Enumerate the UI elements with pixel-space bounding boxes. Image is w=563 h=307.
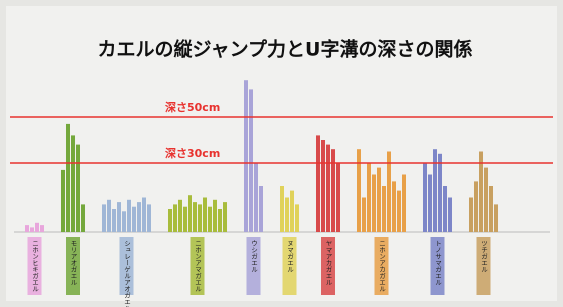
bar (30, 227, 34, 232)
bar (102, 204, 106, 232)
legend-label: ニホンアカガエル (378, 240, 386, 292)
bar (76, 145, 80, 232)
bar (178, 200, 182, 232)
bar (259, 186, 263, 232)
bar (71, 135, 75, 232)
reference-label: 深さ30cm (165, 146, 220, 160)
bar (168, 209, 172, 232)
bar (147, 204, 151, 232)
bar (66, 124, 70, 232)
bar (290, 191, 294, 232)
bar (428, 175, 432, 233)
legend-label: ヌマガエル (286, 240, 294, 273)
legend-label: ウシガエル (250, 240, 258, 273)
bar (280, 186, 284, 232)
legend-label: トノサマガエル (434, 240, 442, 286)
bar (448, 198, 452, 233)
bar (372, 175, 376, 233)
bar (316, 135, 320, 232)
bar (244, 80, 248, 232)
bar (25, 225, 29, 232)
bar (122, 211, 126, 232)
bar (489, 186, 493, 232)
bar (35, 223, 39, 232)
legend-label: ニホンアマガエル (194, 240, 202, 292)
legend-label: ツチガエル (480, 240, 488, 273)
bar (377, 168, 381, 232)
bar (336, 163, 340, 232)
bar (443, 186, 447, 232)
chart: カエルの縦ジャンプ力とU字溝の深さの関係 ニホンヒキガエル モリアオガエル シュレー… (0, 0, 563, 307)
bar (127, 200, 131, 232)
bar (132, 207, 136, 232)
bar (392, 181, 396, 232)
bar (107, 200, 111, 232)
bar (137, 202, 141, 232)
bar (362, 198, 366, 233)
bar (142, 198, 146, 233)
bar (61, 170, 65, 232)
bar (285, 198, 289, 233)
bar (112, 209, 116, 232)
bar (382, 186, 386, 232)
bar (254, 163, 258, 232)
bar (367, 163, 371, 232)
bar (249, 89, 253, 232)
bar (223, 202, 227, 232)
bar (484, 168, 488, 232)
bar (331, 149, 335, 232)
bar (423, 163, 427, 232)
legend-label: ヤマアカガエル (324, 240, 332, 286)
bar (208, 207, 212, 232)
bar (433, 149, 437, 232)
bar (188, 195, 192, 232)
chart-title: カエルの縦ジャンプ力とU字溝の深さの関係 (98, 38, 473, 61)
bar (198, 204, 202, 232)
bar (81, 204, 85, 232)
bar (183, 207, 187, 232)
bar (402, 175, 406, 233)
bar (326, 145, 330, 232)
page: {"chart_data": {"type": "bar", "title": … (0, 0, 563, 307)
bar (117, 202, 121, 232)
bar (295, 204, 299, 232)
bar (40, 225, 44, 232)
bar (321, 140, 325, 232)
bar (438, 154, 442, 232)
legend-label: モリアオガエル (69, 240, 77, 286)
bar (218, 209, 222, 232)
bar (397, 191, 401, 232)
bar (357, 149, 361, 232)
bar (213, 200, 217, 232)
bar (469, 198, 473, 233)
bar (203, 198, 207, 233)
legend-label: ニホンヒキガエル (31, 240, 39, 292)
bar (474, 181, 478, 232)
bar (193, 202, 197, 232)
bar (494, 204, 498, 232)
legend-label: シュレーゲルアオガエル (123, 240, 131, 307)
bar (173, 204, 177, 232)
reference-label: 深さ50cm (165, 100, 220, 114)
